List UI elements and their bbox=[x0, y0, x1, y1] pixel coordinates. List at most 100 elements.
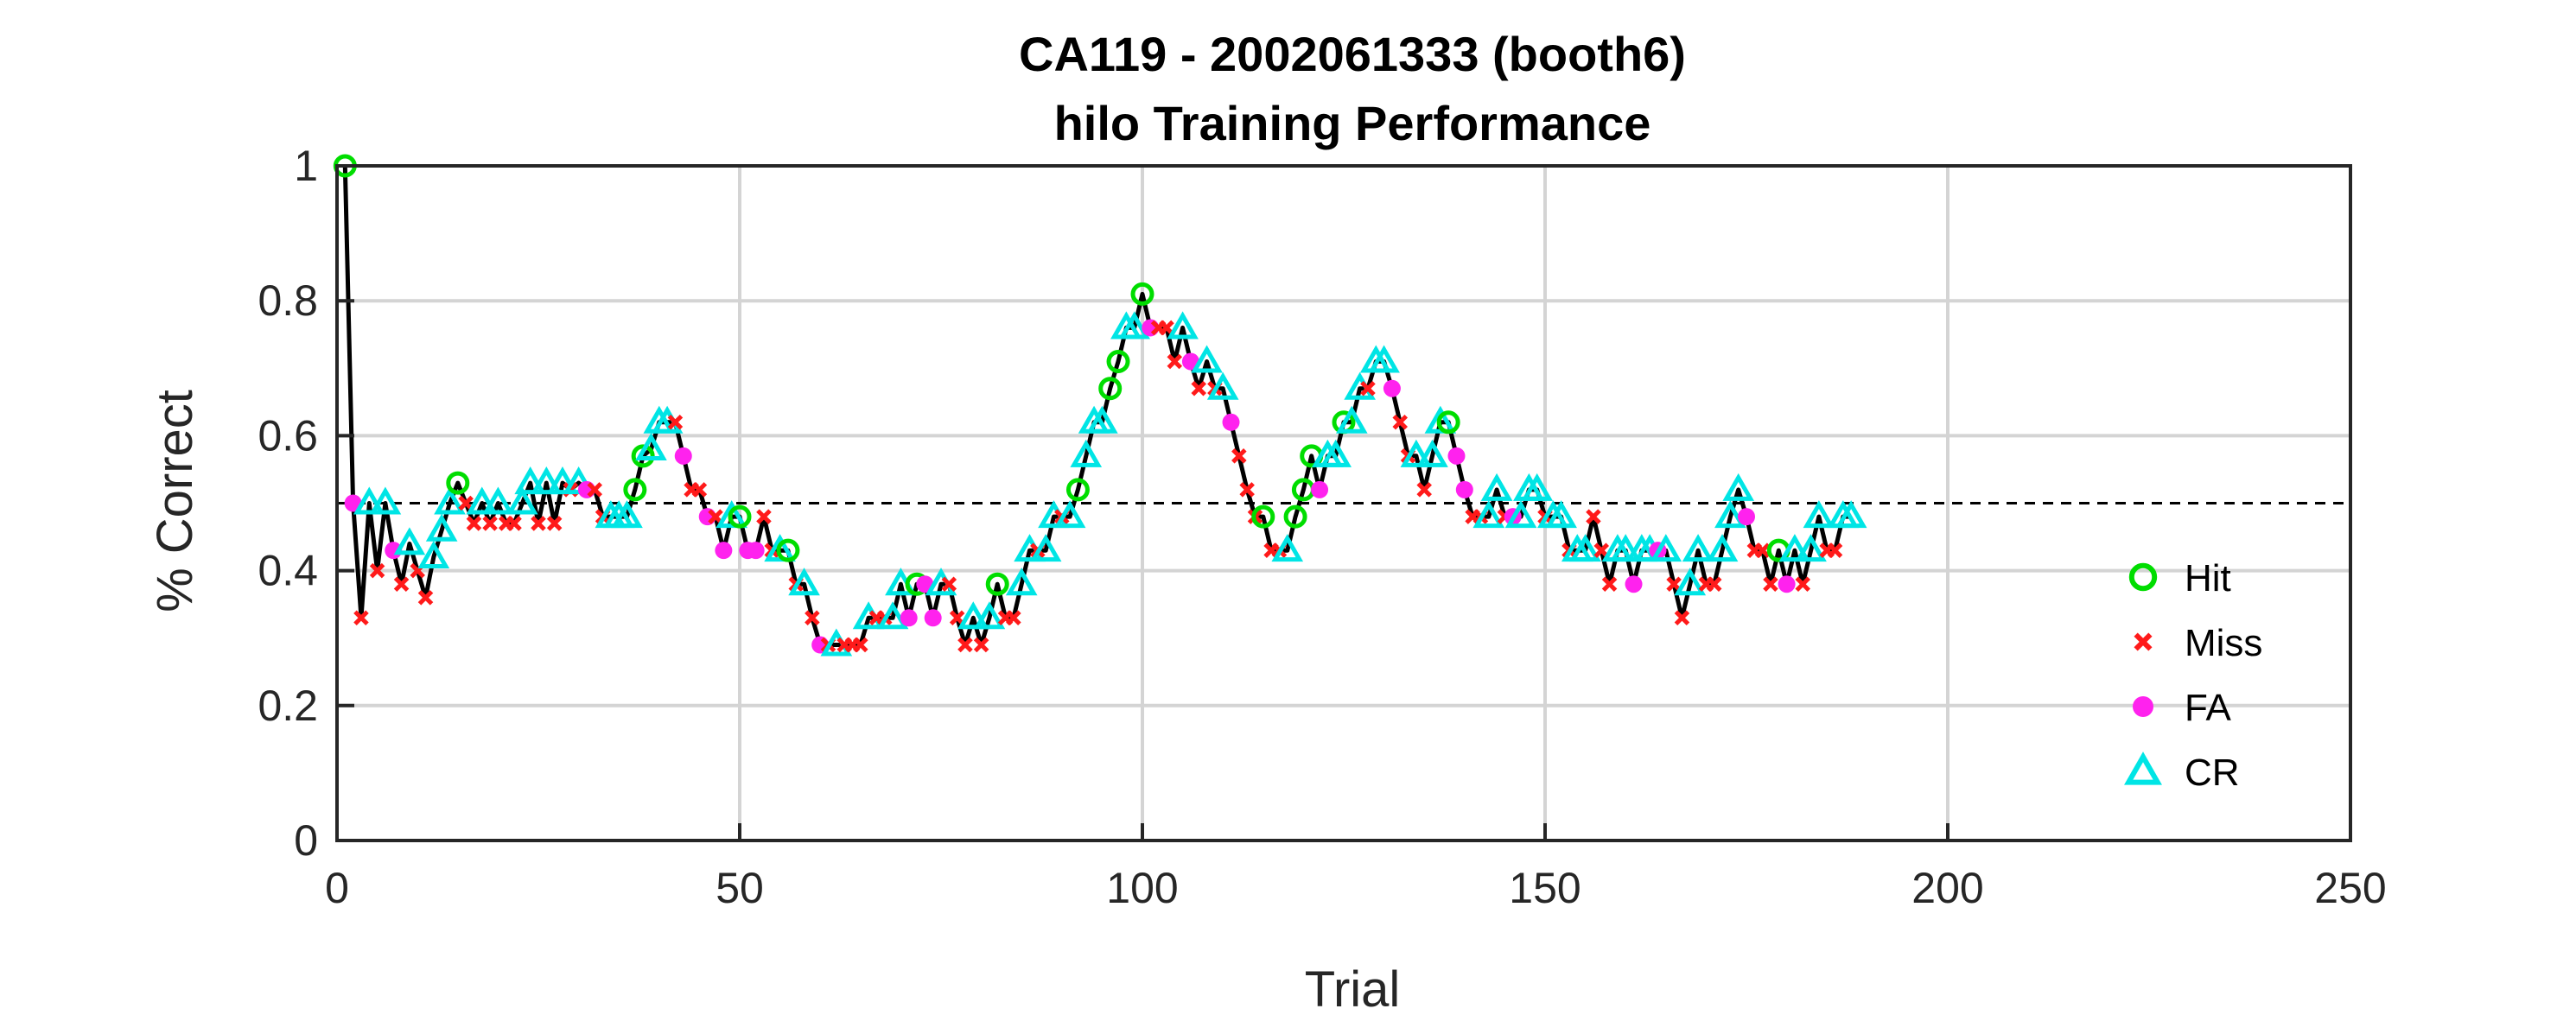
miss-stroke bbox=[353, 610, 369, 626]
miss-stroke bbox=[458, 495, 474, 511]
cr-marker bbox=[1191, 345, 1223, 373]
miss-stroke bbox=[482, 516, 498, 531]
miss-stroke bbox=[417, 590, 434, 606]
fa-marker bbox=[1738, 508, 1755, 526]
miss-stroke bbox=[1795, 576, 1811, 592]
cr-marker bbox=[369, 486, 402, 515]
cr-marker bbox=[514, 466, 546, 495]
cr-marker bbox=[876, 601, 909, 630]
fa-marker bbox=[747, 542, 765, 560]
hit-marker bbox=[1065, 478, 1090, 502]
cr-marker bbox=[417, 540, 450, 568]
miss-marker bbox=[1706, 576, 1722, 592]
cr-marker bbox=[1029, 534, 1062, 562]
hit-marker bbox=[1130, 282, 1154, 306]
legend: Hit Miss FA CR bbox=[2124, 557, 2262, 794]
chart-subtitle: hilo Training Performance bbox=[1054, 96, 1651, 150]
miss-marker bbox=[1159, 320, 1174, 336]
miss-stroke bbox=[957, 637, 973, 653]
miss-marker bbox=[1666, 576, 1682, 592]
miss-stroke bbox=[369, 562, 385, 579]
y-tick-label: 0 bbox=[294, 816, 318, 865]
cr-marker bbox=[353, 486, 385, 515]
cr-marker bbox=[1206, 371, 1239, 400]
miss-marker bbox=[691, 482, 708, 498]
cr-marker bbox=[957, 601, 989, 630]
miss-marker bbox=[756, 509, 772, 524]
hit-marker bbox=[728, 504, 752, 529]
cr-marker bbox=[1472, 500, 1505, 529]
legend-miss-marker bbox=[2134, 632, 2153, 651]
cr-marker bbox=[611, 500, 643, 529]
miss-stroke bbox=[949, 610, 965, 626]
cr-marker bbox=[635, 432, 667, 461]
hit-marker bbox=[446, 471, 470, 495]
fa-marker bbox=[1447, 447, 1466, 465]
x-tick-label: 100 bbox=[1106, 864, 1178, 912]
cr-marker bbox=[425, 513, 458, 542]
cr-marker bbox=[1416, 439, 1448, 467]
miss-marker bbox=[1827, 542, 1843, 558]
fa-marker bbox=[1455, 480, 1473, 498]
miss-marker bbox=[1416, 482, 1432, 498]
hit-marker bbox=[1283, 504, 1307, 529]
y-tick-label: 1 bbox=[294, 142, 318, 190]
miss-stroke bbox=[1754, 542, 1771, 558]
miss-stroke bbox=[1231, 448, 1247, 464]
legend-hit-label: Hit bbox=[2185, 557, 2231, 599]
x-tick-label: 250 bbox=[2314, 864, 2386, 912]
miss-marker bbox=[1586, 509, 1601, 524]
cr-marker bbox=[393, 527, 426, 555]
cr-marker bbox=[1480, 473, 1513, 501]
legend-hit-marker bbox=[2128, 562, 2158, 592]
cr-marker bbox=[1545, 500, 1577, 529]
hit-marker bbox=[1436, 410, 1460, 435]
legend-fa-marker bbox=[2133, 696, 2153, 717]
cr-marker bbox=[466, 486, 499, 515]
miss-stroke bbox=[1167, 353, 1183, 370]
x-tick-label: 0 bbox=[325, 864, 349, 912]
cr-marker bbox=[1320, 439, 1352, 467]
hit-marker bbox=[985, 572, 1009, 596]
cr-marker bbox=[1795, 534, 1827, 562]
miss-marker bbox=[805, 610, 820, 626]
cr-marker bbox=[716, 500, 747, 529]
miss-marker bbox=[1239, 482, 1255, 498]
y-tick-label: 0.4 bbox=[258, 547, 318, 595]
miss-stroke bbox=[1416, 482, 1432, 498]
cr-marker bbox=[1682, 534, 1714, 562]
fa-marker bbox=[900, 609, 918, 627]
cr-marker bbox=[1424, 405, 1457, 434]
cr-marker bbox=[1714, 500, 1746, 529]
cr-marker bbox=[506, 486, 538, 515]
legend-miss-label: Miss bbox=[2185, 622, 2262, 664]
miss-stroke bbox=[1666, 576, 1682, 592]
cr-marker bbox=[1086, 405, 1118, 434]
miss-marker bbox=[393, 576, 410, 592]
x-axis-label: Trial bbox=[1305, 961, 1401, 1015]
miss-stroke bbox=[393, 576, 410, 592]
miss-stroke bbox=[941, 576, 957, 592]
miss-marker bbox=[708, 509, 723, 524]
cr-marker bbox=[1271, 534, 1304, 562]
hit-marker bbox=[623, 478, 647, 502]
performance-line bbox=[342, 165, 1852, 647]
cr-marker bbox=[1005, 568, 1038, 596]
axis-ticks: 0 50 100 150 200 250 0 0.2 0.4 0.6 0.8 1 bbox=[258, 142, 2386, 912]
cr-marker bbox=[1118, 311, 1150, 339]
miss-marker bbox=[458, 495, 474, 511]
miss-marker bbox=[506, 516, 522, 531]
x-tick-label: 50 bbox=[716, 864, 764, 912]
miss-marker bbox=[1231, 448, 1247, 464]
cr-marker bbox=[1803, 500, 1835, 529]
miss-marker bbox=[667, 415, 684, 430]
x-tick-label: 200 bbox=[1911, 864, 1983, 912]
miss-stroke bbox=[805, 610, 820, 626]
miss-stroke bbox=[587, 482, 603, 498]
miss-marker bbox=[1593, 542, 1610, 558]
cr-marker bbox=[482, 486, 514, 515]
y-axis-label: % Correct bbox=[147, 390, 203, 612]
cr-marker bbox=[1722, 473, 1754, 501]
miss-marker bbox=[1674, 610, 1690, 626]
